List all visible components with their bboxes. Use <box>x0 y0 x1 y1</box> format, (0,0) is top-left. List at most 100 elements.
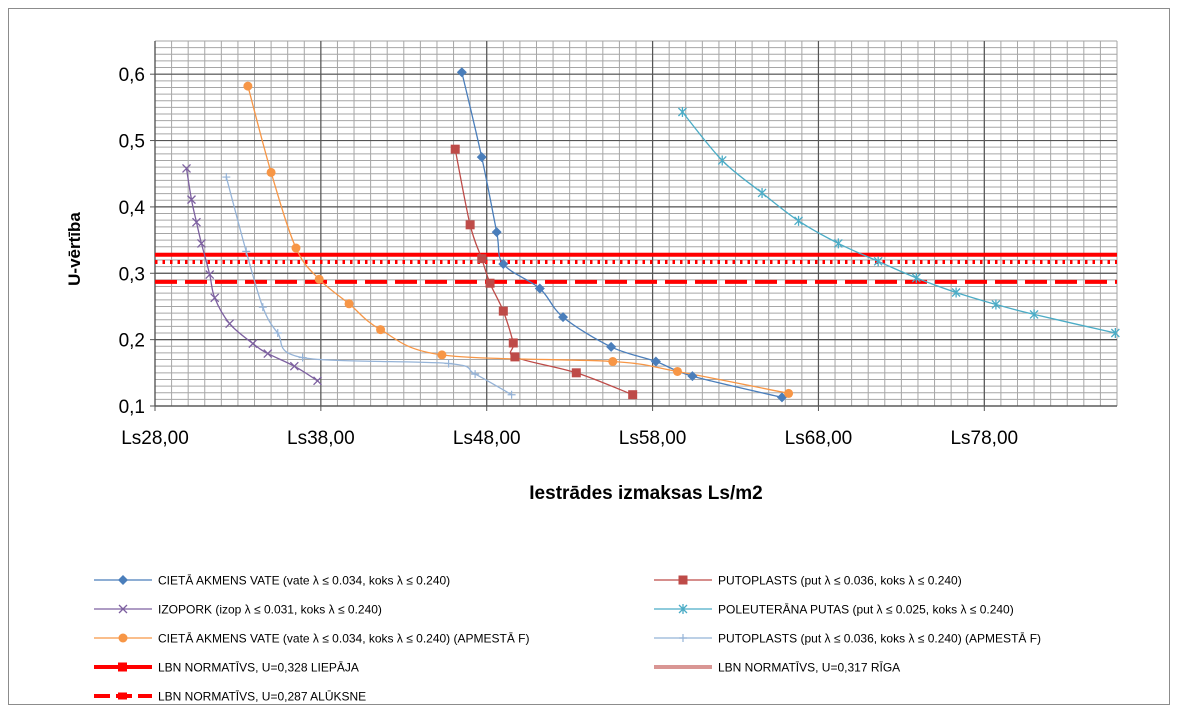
legend-item: POLEUTERĀNA PUTAS (put λ ≤ 0.025, koks λ… <box>654 603 1014 617</box>
legend-item: IZOPORK (izop λ ≤ 0.031, koks λ ≤ 0.240) <box>94 603 382 617</box>
y-axis-label: U-vērtība <box>65 212 84 286</box>
data-point <box>289 361 299 371</box>
legend-label: IZOPORK (izop λ ≤ 0.031, koks λ ≤ 0.240) <box>158 603 382 617</box>
data-point <box>263 349 273 359</box>
data-point <box>242 247 251 256</box>
data-point <box>273 329 282 337</box>
data-point <box>465 220 475 230</box>
data-point <box>833 238 843 249</box>
x-tick-label: Ls68,00 <box>785 428 853 449</box>
legend-item: LBN NORMATĪVS, U=0,287 ALŪKSNE <box>94 690 366 704</box>
data-point <box>477 254 487 264</box>
data-point <box>1029 309 1039 320</box>
data-point <box>196 238 206 248</box>
data-point <box>677 107 687 118</box>
data-point <box>1110 328 1120 338</box>
data-point <box>192 217 201 227</box>
legend-item: PUTOPLASTS (put λ ≤ 0.036, koks λ ≤ 0.24… <box>654 632 1041 646</box>
data-point <box>344 299 354 309</box>
data-point <box>687 371 698 382</box>
data-point <box>608 357 618 367</box>
legend-item: LBN NORMATĪVS, U=0,317 RĪGA <box>654 661 900 675</box>
data-point <box>187 195 196 205</box>
data-point <box>222 173 231 182</box>
data-point <box>266 167 276 177</box>
legend-label: CIETĀ AKMENS VATE (vate λ ≤ 0.034, koks … <box>158 574 450 588</box>
data-point <box>951 287 961 298</box>
data-point <box>507 390 516 399</box>
data-point <box>118 633 128 643</box>
data-point <box>485 278 495 288</box>
data-point <box>205 270 215 280</box>
legend-label: LBN NORMATĪVS, U=0,317 RĪGA <box>718 661 900 675</box>
tick-labels: 0,1 0,2 0,3 0,4 0,5 0,6 Ls28,00 Ls38,00 Ls48,00 L… <box>119 65 1019 449</box>
y-tick-label: 0,6 <box>119 65 145 86</box>
data-point <box>291 243 301 253</box>
legend-item: LBN NORMATĪVS, U=0,328 LIEPĀJA <box>94 661 359 675</box>
legend-item: PUTOPLASTS (put λ ≤ 0.036, koks λ ≤ 0.24… <box>654 574 962 588</box>
data-point <box>794 215 804 226</box>
y-tick-label: 0,3 <box>119 264 145 285</box>
legend-swatch-marker <box>118 692 127 700</box>
data-point <box>672 366 682 376</box>
legend-label: LBN NORMATĪVS, U=0,287 ALŪKSNE <box>158 690 366 704</box>
x-axis-label: Iestrādes izmaksas Ls/m2 <box>529 483 762 504</box>
data-point <box>444 359 453 368</box>
reference-lines <box>155 252 1117 284</box>
data-point <box>873 256 883 267</box>
data-point <box>225 319 235 329</box>
data-point <box>471 370 480 379</box>
legend-item: CIETĀ AKMENS VATE (vate λ ≤ 0.034, koks … <box>94 574 450 588</box>
data-point <box>717 155 727 166</box>
legend-item: CIETĀ AKMENS VATE (vate λ ≤ 0.034, koks … <box>94 632 530 646</box>
data-point <box>911 272 921 283</box>
axes <box>150 41 1117 411</box>
y-tick-label: 0,5 <box>119 132 145 153</box>
data-point <box>437 350 447 360</box>
data-point <box>313 376 323 386</box>
data-point <box>258 303 267 312</box>
data-point <box>628 390 638 400</box>
data-point <box>650 356 661 367</box>
legend-label: PUTOPLASTS (put λ ≤ 0.036, koks λ ≤ 0.24… <box>718 632 1041 646</box>
data-point <box>606 341 617 352</box>
legend: CIETĀ AKMENS VATE (vate λ ≤ 0.034, koks … <box>94 574 1041 704</box>
series-line <box>225 176 512 396</box>
legend-label: POLEUTERĀNA PUTAS (put λ ≤ 0.025, koks λ… <box>718 603 1014 617</box>
data-point <box>510 352 520 362</box>
data-point <box>118 604 128 614</box>
y-tick-label: 0,2 <box>119 331 145 352</box>
data-point <box>182 163 191 173</box>
data-point <box>534 283 545 294</box>
data-point <box>757 187 767 198</box>
data-point <box>298 353 307 362</box>
series-markers <box>182 67 1120 403</box>
data-point <box>314 274 324 284</box>
data-point <box>991 299 1001 310</box>
data-point <box>243 81 253 91</box>
x-tick-label: Ls78,00 <box>950 428 1018 449</box>
legend-label: PUTOPLASTS (put λ ≤ 0.036, koks λ ≤ 0.24… <box>718 574 962 588</box>
legend-swatch-marker <box>118 662 127 672</box>
x-tick-label: Ls38,00 <box>287 428 355 449</box>
x-tick-label: Ls58,00 <box>619 428 687 449</box>
y-tick-label: 0,4 <box>119 198 146 219</box>
data-point <box>491 227 502 238</box>
data-point <box>784 388 794 398</box>
minor-gridlines <box>154 40 1118 407</box>
data-point <box>679 634 687 642</box>
data-point <box>558 312 569 323</box>
data-point <box>248 339 258 349</box>
data-point <box>498 306 508 316</box>
data-point <box>678 604 688 614</box>
data-point <box>498 258 509 269</box>
chart: 0,1 0,2 0,3 0,4 0,5 0,6 Ls28,00 Ls38,00 Ls48,00 L… <box>65 40 1120 704</box>
chart-frame: 0,1 0,2 0,3 0,4 0,5 0,6 Ls28,00 Ls38,00 Ls48,00 L… <box>8 8 1170 705</box>
data-point <box>210 293 220 303</box>
data-point <box>118 575 128 585</box>
data-point <box>376 325 386 335</box>
legend-label: CIETĀ AKMENS VATE (vate λ ≤ 0.034, koks … <box>158 632 530 646</box>
data-point <box>476 152 487 163</box>
data-point <box>571 368 581 378</box>
y-tick-label: 0,1 <box>119 397 145 418</box>
